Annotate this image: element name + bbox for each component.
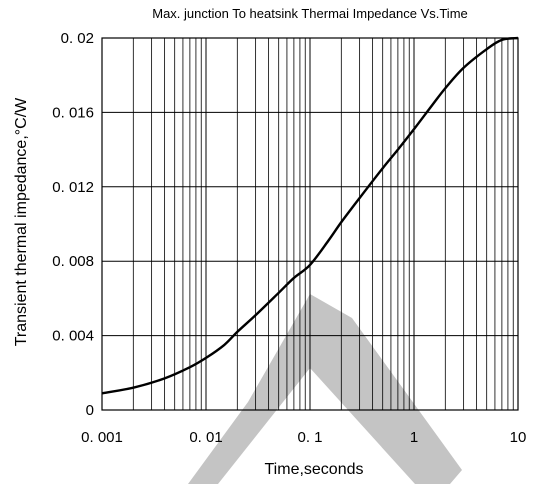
series-layer (101, 36, 519, 395)
y-tick-label: 0 (86, 402, 94, 419)
x-tick-label: 0. 01 (189, 429, 222, 446)
watermark-shape (188, 294, 462, 484)
tick-labels: 0. 001 0. 01 0. 1 1 10 0 0. 004 0. 008 0. 012 0. … (52, 30, 526, 446)
y-tick-label: 0. 004 (52, 328, 94, 345)
y-tick-label: 0. 008 (52, 253, 94, 270)
x-axis-title: Time,seconds (265, 461, 364, 478)
chart-title: Max. junction To heatsink Thermai Impeda… (152, 6, 468, 21)
y-tick-label: 0. 016 (52, 104, 94, 121)
x-tick-label: 1 (410, 429, 418, 446)
series-line (101, 36, 519, 395)
plot-frame (101, 37, 519, 411)
y-tick-label: 0. 02 (61, 30, 94, 47)
y-tick-label: 0. 012 (52, 179, 94, 196)
x-tick-label: 0. 1 (297, 429, 322, 446)
grid (101, 37, 518, 411)
x-tick-label: 10 (510, 429, 527, 446)
x-tick-label: 0. 001 (81, 429, 123, 446)
y-axis-title: Transient thermal impedance,°C/W (13, 97, 30, 346)
